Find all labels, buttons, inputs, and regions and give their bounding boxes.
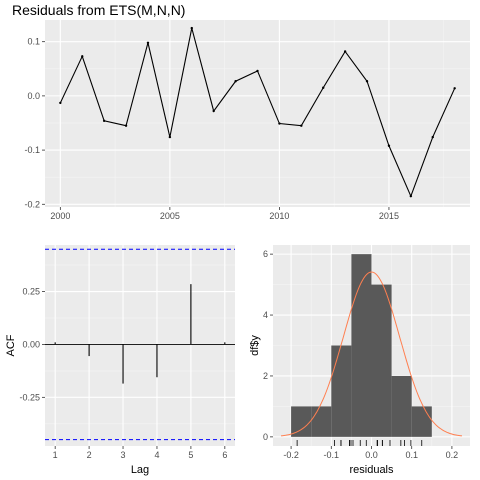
residual-series-panel-background (45, 20, 470, 207)
residual-series-x-tick-label: 2000 (50, 211, 70, 221)
histogram-y-tick-label: 0 (263, 432, 268, 442)
residual-point (168, 135, 172, 139)
acf-x-axis-label: Lag (131, 464, 149, 476)
residual-point (453, 87, 456, 90)
acf-y-tick-label: 0.00 (22, 339, 40, 349)
histogram-y-axis-label: df$y (249, 335, 261, 356)
residual-series-y-tick-label: -0.2 (24, 199, 40, 209)
residual-point (278, 122, 281, 125)
residual-point (234, 80, 237, 83)
residual-series-y-tick-label: 0.1 (27, 37, 40, 47)
acf-y-tick-label: -0.25 (19, 392, 40, 402)
residual-series-y-tick-label: -0.1 (24, 145, 40, 155)
histogram-x-tick-label: -0.2 (283, 450, 299, 460)
residual-point (387, 144, 391, 147)
histogram-bar (411, 406, 432, 437)
residual-series-y-tick-label: 0.0 (27, 91, 40, 101)
acf-x-tick-label: 5 (188, 450, 193, 460)
histogram-y-tick-label: 2 (263, 371, 268, 381)
residual-point (409, 194, 413, 198)
acf-x-tick-label: 2 (87, 450, 92, 460)
histogram-x-tick-label: 0.0 (365, 450, 378, 460)
page-title: Residuals from ETS(M,N,N) (12, 2, 186, 18)
residual-point (124, 124, 128, 127)
histogram-bar (371, 284, 392, 437)
residual-series-x-tick-label: 2005 (160, 211, 180, 221)
residual-point (212, 109, 215, 113)
residual-point (365, 80, 369, 83)
histogram-y-tick-label: 4 (263, 310, 268, 320)
histogram-x-axis-label: residuals (349, 464, 394, 476)
residual-point (322, 86, 325, 89)
residual-point (343, 50, 347, 53)
acf-x-tick-label: 4 (154, 450, 159, 460)
residual-point (431, 135, 434, 139)
residual-point (146, 41, 150, 44)
acf-panel-background (45, 245, 235, 446)
histogram-density-curve (280, 271, 463, 437)
residual-point (300, 124, 303, 127)
residual-series-x-tick-label: 2010 (269, 211, 289, 221)
acf-x-tick-label: 1 (53, 450, 58, 460)
acf-x-tick-label: 6 (222, 450, 227, 460)
residual-point (59, 101, 62, 105)
residual-point (256, 69, 259, 73)
histogram-y-tick-label: 6 (263, 249, 268, 259)
histogram-bar (331, 345, 352, 437)
residual-point (102, 119, 106, 123)
histogram-bar (351, 254, 372, 437)
histogram-bar (311, 406, 332, 437)
histogram-bar (291, 406, 312, 437)
residual-series-x-tick-label: 2015 (379, 211, 399, 221)
histogram-x-tick-label: 0.1 (405, 450, 418, 460)
residual-point (190, 26, 193, 30)
acf-x-tick-label: 3 (121, 450, 126, 460)
acf-y-tick-label: 0.25 (22, 287, 40, 297)
residual-point (81, 55, 84, 58)
histogram-x-tick-label: -0.1 (324, 450, 340, 460)
histogram-x-tick-label: 0.2 (446, 450, 459, 460)
acf-y-axis-label: ACF (5, 334, 17, 356)
histogram-bar (391, 375, 412, 437)
